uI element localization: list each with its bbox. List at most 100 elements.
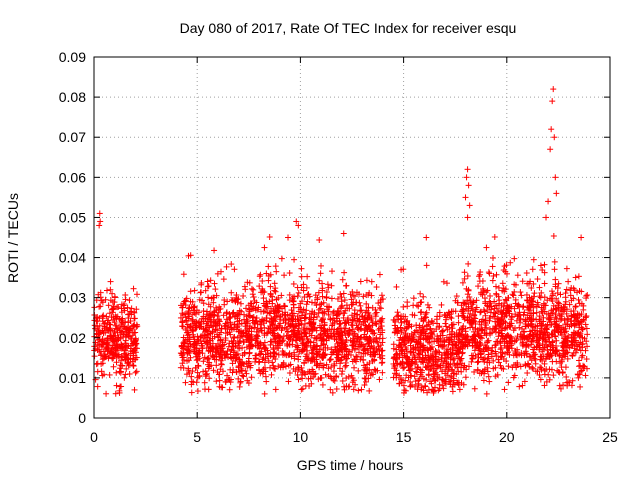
data-point [377, 342, 384, 349]
data-point [127, 355, 134, 362]
data-point [363, 300, 370, 307]
data-point [410, 295, 417, 302]
data-point [244, 363, 251, 370]
data-point [404, 299, 411, 306]
data-point [198, 279, 205, 286]
data-point [272, 263, 279, 270]
data-point [474, 359, 481, 366]
data-point [234, 310, 241, 317]
data-point [325, 365, 332, 372]
data-point [215, 309, 222, 316]
data-point [117, 369, 124, 376]
data-point [412, 378, 419, 385]
data-point [285, 362, 292, 369]
data-point [254, 333, 261, 340]
data-point [339, 331, 346, 338]
data-point [186, 304, 193, 311]
data-point [248, 285, 255, 292]
data-point [197, 337, 204, 344]
data-point [316, 236, 323, 243]
data-point [123, 342, 130, 349]
data-point [423, 376, 430, 383]
data-point [362, 364, 369, 371]
data-point [193, 379, 200, 386]
data-point [324, 306, 331, 313]
data-point [462, 374, 469, 381]
x-tick-label: 20 [499, 429, 515, 445]
data-point [530, 256, 537, 263]
data-point [359, 343, 366, 350]
data-point [290, 298, 297, 305]
data-point [261, 390, 268, 397]
data-point [190, 307, 197, 314]
data-point [552, 174, 559, 181]
data-point [462, 194, 469, 201]
data-point [415, 303, 422, 310]
data-point [331, 362, 338, 369]
data-point [230, 366, 237, 373]
data-point [271, 280, 278, 287]
data-point [532, 360, 539, 367]
data-point [292, 331, 299, 338]
data-point [338, 356, 345, 363]
data-point [351, 337, 358, 344]
data-point [118, 301, 125, 308]
data-point [391, 317, 398, 324]
data-point [314, 296, 321, 303]
data-point [209, 335, 216, 342]
data-point [339, 276, 346, 283]
data-point [347, 337, 354, 344]
data-point [262, 368, 269, 375]
data-point [267, 352, 274, 359]
data-point [248, 374, 255, 381]
data-point [228, 289, 235, 296]
data-point [534, 276, 541, 283]
data-point [351, 307, 358, 314]
data-point [304, 335, 311, 342]
data-point [336, 342, 343, 349]
data-point [258, 348, 265, 355]
data-point [377, 323, 384, 330]
data-point [198, 289, 205, 296]
data-point [549, 98, 556, 105]
data-point [233, 292, 240, 299]
data-point [189, 368, 196, 375]
data-point [373, 309, 380, 316]
data-point [224, 298, 231, 305]
data-point [548, 126, 555, 133]
data-point [256, 367, 263, 374]
data-point [332, 344, 339, 351]
data-point [214, 331, 221, 338]
data-point [391, 353, 398, 360]
data-point [267, 283, 274, 290]
data-point [284, 341, 291, 348]
data-point [340, 290, 347, 297]
data-point [290, 304, 297, 311]
data-point [196, 296, 203, 303]
data-point [301, 294, 308, 301]
data-point [360, 357, 367, 364]
data-point [355, 387, 362, 394]
data-point [348, 321, 355, 328]
data-point [563, 373, 570, 380]
data-point [131, 386, 138, 393]
data-point [349, 301, 356, 308]
data-point [179, 351, 186, 358]
data-point [272, 288, 279, 295]
data-point [363, 370, 370, 377]
data-point [110, 363, 117, 370]
data-point [480, 377, 487, 384]
data-point [131, 321, 138, 328]
data-point [184, 325, 191, 332]
data-point [121, 350, 128, 357]
data-point [182, 337, 189, 344]
data-point [133, 345, 140, 352]
data-point [254, 306, 261, 313]
data-point [186, 323, 193, 330]
data-point [338, 294, 345, 301]
data-point [273, 296, 280, 303]
data-point [98, 338, 105, 345]
data-point [212, 286, 219, 293]
data-point [400, 303, 407, 310]
data-point [209, 352, 216, 359]
